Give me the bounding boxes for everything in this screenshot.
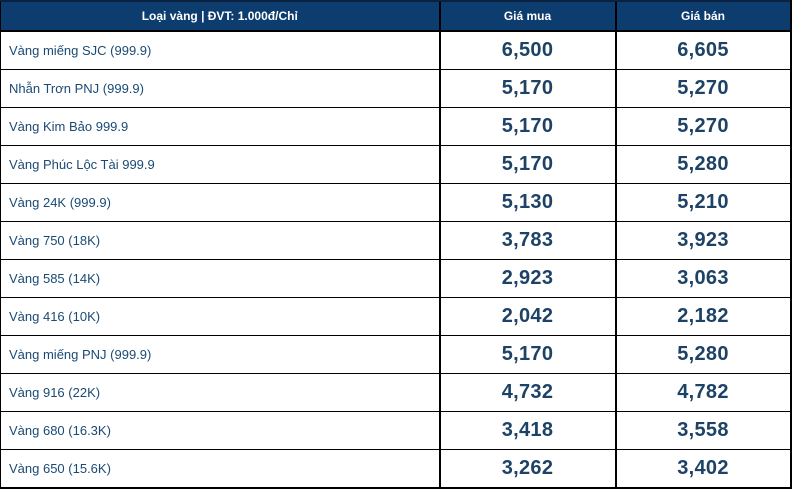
gold-type-cell: Vàng Phúc Lộc Tài 999.9: [0, 145, 440, 184]
buy-price-cell: 5,170: [438, 145, 616, 184]
sell-price-cell: 5,270: [614, 107, 792, 146]
gold-type-cell: Vàng 585 (14K): [0, 259, 440, 298]
table-row: Vàng 750 (18K) 3,783 3,923: [0, 221, 792, 260]
sell-price-cell: 5,280: [614, 335, 792, 374]
sell-price-cell: 3,923: [614, 221, 792, 260]
buy-price-cell: 2,923: [438, 259, 616, 298]
buy-price-cell: 5,170: [438, 69, 616, 108]
sell-price-cell: 6,605: [614, 30, 792, 70]
gold-type-cell: Vàng Kim Bảo 999.9: [0, 107, 440, 146]
gold-type-cell: Vàng 750 (18K): [0, 221, 440, 260]
gold-price-table-header: Loại vàng | ĐVT: 1.000đ/Chỉ Giá mua Giá …: [0, 0, 792, 32]
table-row: Vàng 650 (15.6K) 3,262 3,402: [0, 449, 792, 489]
table-row: Vàng miếng SJC (999.9) 6,500 6,605: [0, 30, 792, 70]
gold-type-cell: Vàng miếng PNJ (999.9): [0, 335, 440, 374]
table-row: Vàng miếng PNJ (999.9) 5,170 5,280: [0, 335, 792, 374]
gold-type-cell: Vàng 680 (16.3K): [0, 411, 440, 450]
gold-type-cell: Nhẫn Trơn PNJ (999.9): [0, 69, 440, 108]
sell-price-cell: 3,063: [614, 259, 792, 298]
gold-type-cell: Vàng 650 (15.6K): [0, 449, 440, 489]
sell-price-cell: 5,210: [614, 183, 792, 222]
buy-price-cell: 5,170: [438, 335, 616, 374]
table-row: Vàng 585 (14K) 2,923 3,063: [0, 259, 792, 298]
sell-price-cell: 3,402: [614, 449, 792, 489]
buy-price-cell: 3,783: [438, 221, 616, 260]
gold-price-table-body: Vàng miếng SJC (999.9) 6,500 6,605 Nhẫn …: [0, 30, 792, 489]
sell-price-cell: 4,782: [614, 373, 792, 412]
table-row: Vàng 416 (10K) 2,042 2,182: [0, 297, 792, 336]
buy-price-cell: 4,732: [438, 373, 616, 412]
sell-price-cell: 5,270: [614, 69, 792, 108]
buy-price-cell: 3,262: [438, 449, 616, 489]
table-row: Vàng Phúc Lộc Tài 999.9 5,170 5,280: [0, 145, 792, 184]
table-row: Vàng 916 (22K) 4,732 4,782: [0, 373, 792, 412]
table-row: Vàng Kim Bảo 999.9 5,170 5,270: [0, 107, 792, 146]
gold-type-cell: Vàng miếng SJC (999.9): [0, 30, 440, 70]
table-row: Vàng 680 (16.3K) 3,418 3,558: [0, 411, 792, 450]
column-header-buy-price: Giá mua: [438, 0, 616, 32]
sell-price-cell: 2,182: [614, 297, 792, 336]
column-header-sell-price: Giá bán: [614, 0, 792, 32]
gold-type-cell: Vàng 916 (22K): [0, 373, 440, 412]
buy-price-cell: 2,042: [438, 297, 616, 336]
sell-price-cell: 5,280: [614, 145, 792, 184]
buy-price-cell: 5,170: [438, 107, 616, 146]
buy-price-cell: 5,130: [438, 183, 616, 222]
buy-price-cell: 3,418: [438, 411, 616, 450]
sell-price-cell: 3,558: [614, 411, 792, 450]
header-row: Loại vàng | ĐVT: 1.000đ/Chỉ Giá mua Giá …: [0, 0, 792, 32]
table-row: Vàng 24K (999.9) 5,130 5,210: [0, 183, 792, 222]
column-header-gold-type: Loại vàng | ĐVT: 1.000đ/Chỉ: [0, 0, 440, 32]
buy-price-cell: 6,500: [438, 30, 616, 70]
gold-type-cell: Vàng 24K (999.9): [0, 183, 440, 222]
table-row: Nhẫn Trơn PNJ (999.9) 5,170 5,270: [0, 69, 792, 108]
gold-type-cell: Vàng 416 (10K): [0, 297, 440, 336]
